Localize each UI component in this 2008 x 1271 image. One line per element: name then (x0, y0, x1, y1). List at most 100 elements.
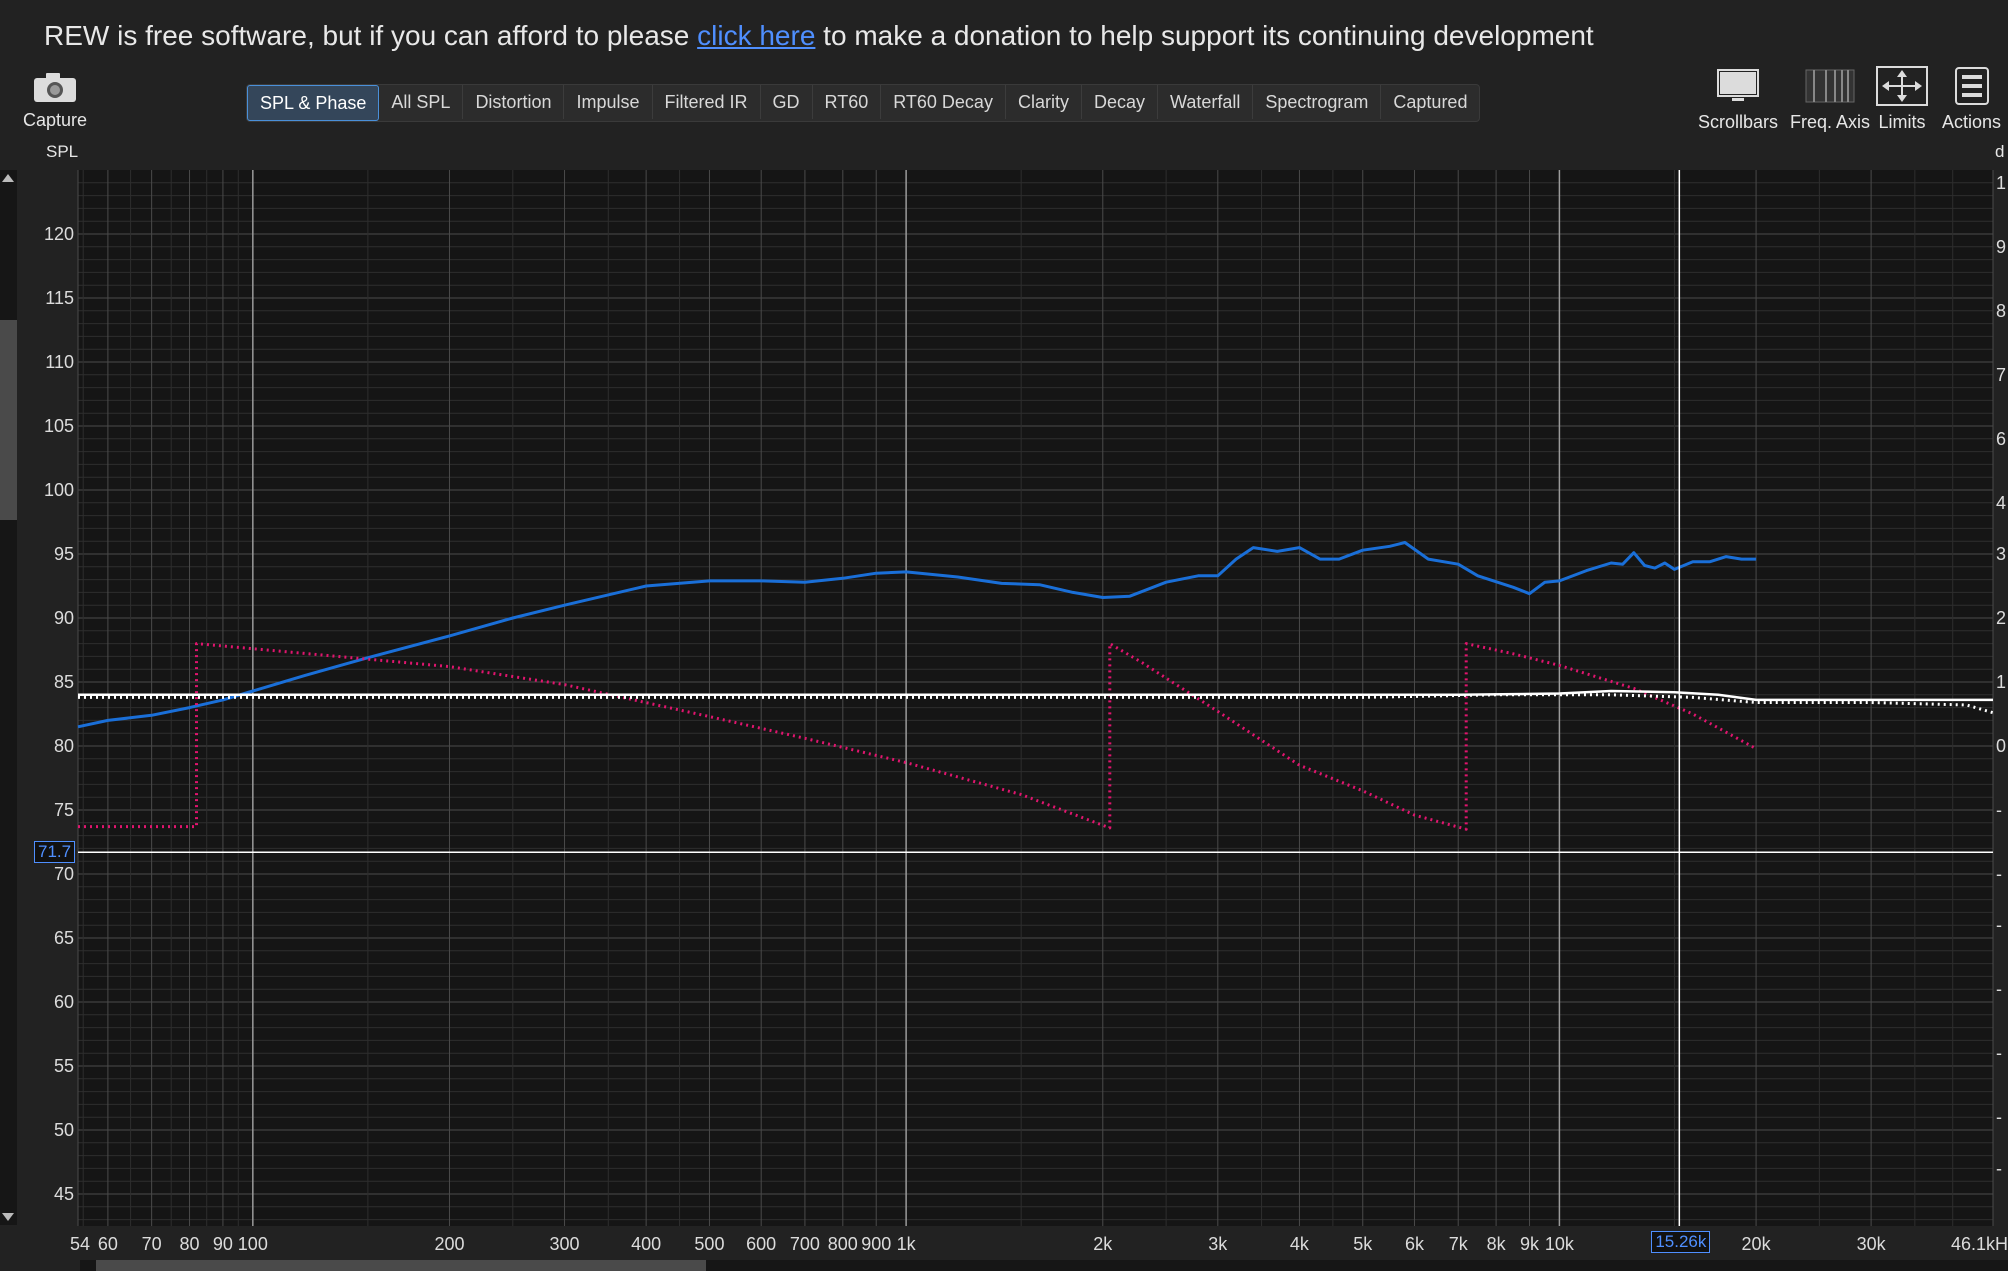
limits-label: Limits (1878, 112, 1926, 132)
right-tick-label: - (1996, 915, 2002, 935)
x-tick-label: 80 (179, 1234, 199, 1254)
x-tick-label: 500 (694, 1234, 724, 1254)
x-tick-label: 20k (1742, 1234, 1772, 1254)
series-line-2 (78, 689, 1993, 702)
cursor-x-readout: 15.26k (1651, 1231, 1711, 1253)
cursor-y-readout: 71.7 (34, 841, 76, 864)
x-tick-label: 90 (213, 1234, 233, 1254)
tab-gd[interactable]: GD (761, 85, 813, 119)
x-tick-label: 6k (1405, 1234, 1425, 1254)
right-tick-label: 1 (1996, 173, 2006, 193)
series-line-0 (77, 541, 1757, 729)
tab-distortion[interactable]: Distortion (463, 85, 565, 119)
y-tick-label: 60 (54, 992, 74, 1012)
actions-menu-icon (1954, 67, 1989, 105)
x-tick-label: 100 (238, 1234, 268, 1254)
y-tick-label: 110 (45, 352, 74, 372)
capture-button[interactable]: Capture (22, 70, 88, 131)
x-tick-label: 200 (434, 1234, 464, 1254)
x-tick-label: 900 (861, 1234, 891, 1254)
freq-axis-icon (1805, 69, 1855, 103)
x-tick-label: 46.1kH (1951, 1234, 2008, 1254)
right-tick-label: 6 (1996, 429, 2006, 449)
right-tick-label: 8 (1996, 301, 2006, 321)
x-tick-label: 4k (1290, 1234, 1310, 1254)
series-line-1 (78, 642, 1757, 831)
actions-button[interactable]: Actions (1942, 66, 2001, 133)
right-tick-label: 0 (1996, 736, 2006, 756)
freq-axis-button[interactable]: Freq. Axis (1790, 66, 1870, 133)
x-tick-label: 700 (790, 1234, 820, 1254)
y-tick-label: 95 (54, 544, 74, 564)
scroll-up-arrow-icon[interactable] (2, 174, 14, 182)
y-tick-label: 75 (54, 800, 74, 820)
y-tick-label: 65 (54, 928, 74, 948)
y-tick-label: 100 (44, 480, 74, 500)
right-tick-label: 9 (1996, 237, 2006, 257)
actions-label: Actions (1942, 112, 2002, 132)
tab-spl-phase[interactable]: SPL & Phase (247, 85, 380, 121)
limits-button[interactable]: Limits (1876, 66, 1928, 133)
tab-filtered-ir[interactable]: Filtered IR (653, 85, 761, 119)
limits-arrows-icon (1876, 66, 1928, 106)
tab-waterfall[interactable]: Waterfall (1158, 85, 1254, 119)
x-tick-label: 54 (70, 1234, 90, 1254)
x-tick-label: 300 (550, 1234, 580, 1254)
x-tick-label: 60 (98, 1234, 118, 1254)
x-tick-label: 800 (828, 1234, 858, 1254)
x-tick-label: 10k (1545, 1234, 1575, 1254)
horizontal-scrollbar[interactable] (80, 1260, 2008, 1271)
right-tick-label: - (1996, 1043, 2002, 1063)
right-tick-label: 1 (1996, 672, 2006, 692)
tab-rt60-decay[interactable]: RT60 Decay (881, 85, 1006, 119)
tab-rt60[interactable]: RT60 (813, 85, 882, 119)
vertical-scrollbar[interactable] (0, 170, 17, 1225)
donation-banner: REW is free software, but if you can aff… (44, 20, 1594, 52)
x-tick-label: 2k (1093, 1234, 1113, 1254)
x-tick-label: 1k (897, 1234, 917, 1254)
scrollbars-label: Scrollbars (1698, 112, 1779, 132)
right-tick-label: 2 (1996, 608, 2006, 628)
y-tick-label: 85 (54, 672, 74, 692)
tab-spectrogram[interactable]: Spectrogram (1253, 85, 1382, 119)
right-tick-label: - (1996, 864, 2002, 884)
right-tick-label: 3 (1996, 544, 2006, 564)
scrollbars-button[interactable]: Scrollbars (1698, 66, 1778, 133)
y-tick-label: 50 (54, 1120, 74, 1140)
y-tick-label: 115 (45, 288, 74, 308)
tab-captured[interactable]: Captured (1393, 92, 1468, 112)
right-tick-label: - (1996, 1107, 2002, 1127)
banner-prefix: REW is free software, but if you can aff… (44, 20, 698, 51)
x-tick-label: 70 (142, 1234, 162, 1254)
scroll-down-arrow-icon[interactable] (2, 1213, 14, 1221)
tab-decay[interactable]: Decay (1082, 85, 1158, 119)
freq-axis-label: Freq. Axis (1790, 112, 1871, 132)
right-axis-unit: d (1995, 142, 2005, 161)
right-tick-label: - (1996, 979, 2002, 999)
y-tick-label: 90 (54, 608, 74, 628)
camera-icon (34, 73, 76, 102)
banner-suffix: to make a donation to help support its c… (815, 20, 1594, 51)
tab-impulse[interactable]: Impulse (564, 85, 653, 119)
y-tick-label: 120 (44, 224, 74, 244)
donation-link[interactable]: click here (697, 20, 816, 51)
x-tick-label: 400 (631, 1234, 661, 1254)
x-tick-label: 3k (1208, 1234, 1228, 1254)
tab-all-spl[interactable]: All SPL (379, 85, 464, 119)
x-tick-label: 8k (1487, 1234, 1507, 1254)
monitor-icon (1717, 69, 1760, 101)
x-tick-label: 7k (1449, 1234, 1469, 1254)
vertical-scroll-thumb[interactable] (0, 320, 17, 520)
x-tick-label: 9k (1520, 1234, 1540, 1254)
right-tick-label: - (1996, 1158, 2002, 1178)
horizontal-scroll-thumb[interactable] (96, 1260, 706, 1271)
y-tick-label: 70 (54, 864, 74, 884)
y-tick-label: 105 (44, 416, 74, 436)
right-tick-label: 7 (1996, 365, 2006, 385)
graph-tabs: SPL & Phase All SPL Distortion Impulse Filte… (246, 84, 1481, 122)
y-axis-label: SPL (46, 142, 79, 161)
tab-clarity[interactable]: Clarity (1006, 85, 1082, 119)
x-tick-label: 600 (746, 1234, 776, 1254)
y-tick-label: 55 (54, 1056, 74, 1076)
